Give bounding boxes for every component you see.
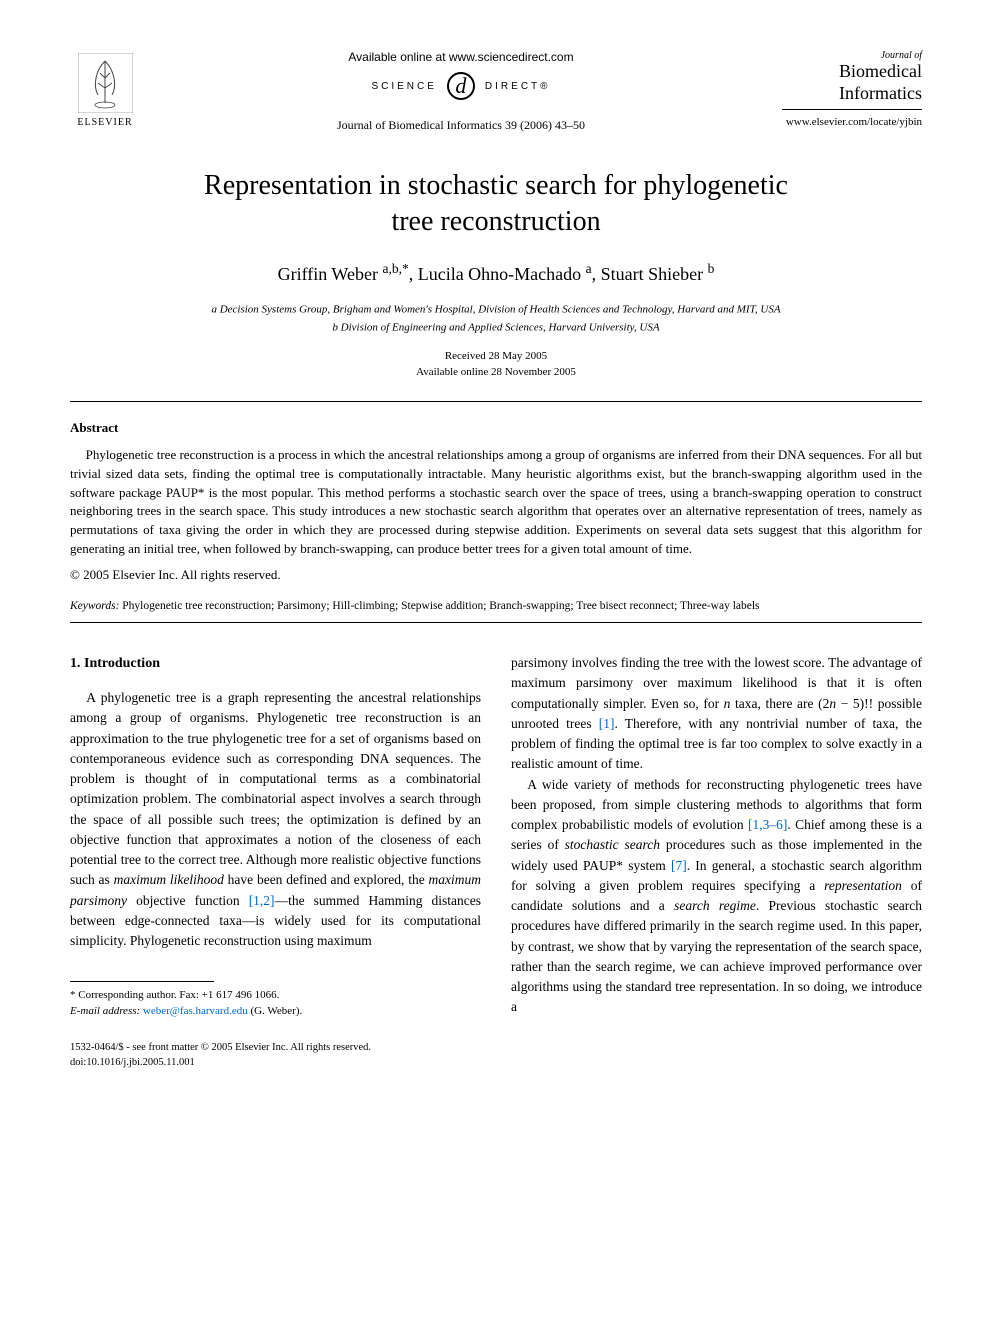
cite-1-2[interactable]: [1,2] [249,893,275,908]
em-max-likelihood: maximum likelihood [114,872,224,887]
elsevier-logo: ELSEVIER [70,50,140,130]
corresponding-author: * Corresponding author. Fax: +1 617 496 … [70,988,481,1003]
column-left: 1. Introduction A phylogenetic tree is a… [70,653,481,1019]
journal-of-label: Journal of [782,50,922,61]
cite-7[interactable]: [7] [671,858,687,873]
rule-below-keywords [70,622,922,623]
affiliations: a Decision Systems Group, Brigham and Wo… [70,300,922,336]
available-date: Available online 28 November 2005 [416,366,576,378]
cite-1[interactable]: [1] [599,716,615,731]
journal-citation: Journal of Biomedical Informatics 39 (20… [140,118,782,133]
received-date: Received 28 May 2005 [445,350,547,362]
intro-paragraph-1: A phylogenetic tree is a graph represent… [70,688,481,951]
email-line: E-mail address: weber@fas.harvard.edu (G… [70,1004,481,1019]
science-direct-logo: SCIENCE d DIRECT® [140,72,782,100]
abstract-text: Phylogenetic tree reconstruction is a pr… [70,446,922,559]
em-search-regime: search regime [674,898,756,913]
email-address[interactable]: weber@fas.harvard.edu [143,1005,248,1017]
journal-name-line2: Informatics [782,83,922,105]
elsevier-tree-icon [78,53,133,113]
intro-paragraph-2: A wide variety of methods for reconstruc… [511,775,922,1018]
email-tail: (G. Weber). [248,1005,303,1017]
footnote-block: * Corresponding author. Fax: +1 617 496 … [70,988,481,1019]
authors: Griffin Weber a,b,*, Lucila Ohno-Machado… [70,261,922,285]
header-row: ELSEVIER Available online at www.science… [70,50,922,133]
section-1-heading: 1. Introduction [70,653,481,674]
sd-glyph-icon: d [447,72,475,100]
article-dates: Received 28 May 2005 Available online 28… [70,348,922,381]
em-representation: representation [824,878,902,893]
sd-left: SCIENCE [371,81,436,92]
email-label: E-mail address: [70,1005,140,1017]
journal-name-line1: Biomedical [782,61,922,83]
abstract-copyright: © 2005 Elsevier Inc. All rights reserved… [70,567,922,583]
title-line1: Representation in stochastic search for … [204,170,788,201]
elsevier-label: ELSEVIER [77,117,132,128]
affiliation-b: b Division of Engineering and Applied Sc… [332,321,659,333]
bottom-meta: 1532-0464/$ - see front matter © 2005 El… [70,1041,922,1070]
keywords-text: Phylogenetic tree reconstruction; Parsim… [119,600,759,612]
keywords: Keywords: Phylogenetic tree reconstructi… [70,598,922,614]
body-columns: 1. Introduction A phylogenetic tree is a… [70,653,922,1019]
em-stochastic-search: stochastic search [565,837,660,852]
title-line2: tree reconstruction [391,206,600,237]
issn-line: 1532-0464/$ - see front matter © 2005 El… [70,1041,922,1056]
doi-line: doi:10.1016/j.jbi.2005.11.001 [70,1056,922,1071]
journal-rule [782,109,922,110]
abstract-heading: Abstract [70,420,922,436]
rule-above-abstract [70,401,922,402]
intro-paragraph-1-cont: parsimony involves finding the tree with… [511,653,922,775]
footnote-separator [70,981,214,982]
journal-title-box: Journal of Biomedical Informatics www.el… [782,50,922,128]
header-center: Available online at www.sciencedirect.co… [140,50,782,133]
journal-url: www.elsevier.com/locate/yjbin [782,116,922,128]
article-title: Representation in stochastic search for … [70,168,922,241]
available-online-text: Available online at www.sciencedirect.co… [140,50,782,64]
cite-1-3-6[interactable]: [1,3–6] [748,817,787,832]
affiliation-a: a Decision Systems Group, Brigham and Wo… [211,303,780,315]
column-right: parsimony involves finding the tree with… [511,653,922,1019]
sd-right: DIRECT® [485,81,551,92]
keywords-label: Keywords: [70,600,119,612]
